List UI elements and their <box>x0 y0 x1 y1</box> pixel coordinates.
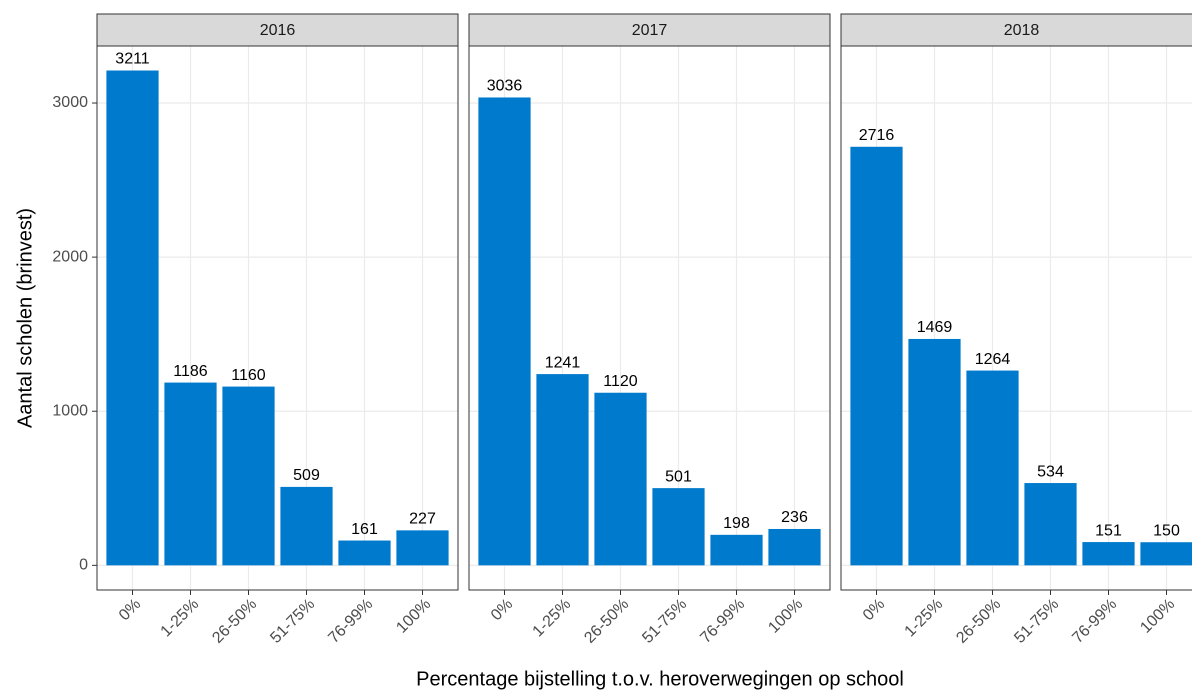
x-tick-label: 51-75% <box>267 596 318 647</box>
bar <box>222 386 275 566</box>
y-tick-label: 2000 <box>52 248 88 265</box>
y-tick-label: 0 <box>79 557 88 574</box>
x-tick-label: 100% <box>765 596 806 637</box>
panel-border <box>468 45 831 591</box>
x-tick-label: 51-75% <box>639 596 690 647</box>
bar <box>710 534 763 566</box>
data-label: 150 <box>1153 522 1180 539</box>
data-label: 1241 <box>545 354 581 371</box>
x-tick-label: 26-50% <box>209 596 260 647</box>
x-tick-label: 76-99% <box>1069 596 1120 647</box>
data-label: 151 <box>1095 522 1122 539</box>
bar <box>1024 483 1077 566</box>
x-tick-label: 100% <box>393 596 434 637</box>
facet-strip <box>468 13 831 47</box>
bar <box>478 97 531 566</box>
bar <box>908 338 961 566</box>
data-label: 509 <box>293 467 320 484</box>
bar <box>536 374 589 566</box>
x-tick-label: 0% <box>488 596 516 624</box>
x-tick-label: 100% <box>1137 596 1178 637</box>
facet-label: 2017 <box>632 22 668 39</box>
facet-strip <box>96 13 459 47</box>
data-label: 236 <box>781 509 808 526</box>
data-label: 1264 <box>975 351 1011 368</box>
bar <box>768 528 821 566</box>
data-label: 1469 <box>917 319 953 336</box>
data-label: 2716 <box>859 127 895 144</box>
data-label: 501 <box>665 468 692 485</box>
panel-border <box>96 45 459 591</box>
facet-label: 2018 <box>1004 22 1040 39</box>
bar <box>338 540 391 566</box>
data-label: 534 <box>1037 463 1064 480</box>
x-axis-title: Percentage bijstelling t.o.v. heroverweg… <box>416 668 904 690</box>
x-tick-label: 0% <box>860 596 888 624</box>
x-tick-label: 1-25% <box>530 596 575 641</box>
data-label: 227 <box>409 511 436 528</box>
bar <box>164 382 217 566</box>
bar <box>594 392 647 566</box>
x-tick-label: 1-25% <box>158 596 203 641</box>
x-tick-label: 0% <box>116 596 144 624</box>
y-tick-label: 1000 <box>52 402 88 419</box>
bar <box>1082 542 1135 566</box>
data-label: 1186 <box>173 363 208 380</box>
bar <box>850 146 903 566</box>
bar <box>966 370 1019 566</box>
data-label: 1120 <box>603 373 638 390</box>
y-axis-title: Aantal scholen (brinvest) <box>14 208 36 428</box>
bar <box>106 70 159 566</box>
x-tick-label: 51-75% <box>1011 596 1062 647</box>
bar <box>280 486 333 566</box>
facet-label: 2016 <box>260 22 296 39</box>
data-label: 3211 <box>115 51 150 68</box>
bar <box>652 488 705 566</box>
bar <box>1140 542 1192 566</box>
x-tick-label: 26-50% <box>581 596 632 647</box>
x-tick-label: 76-99% <box>697 596 748 647</box>
data-label: 161 <box>351 521 378 538</box>
x-tick-label: 76-99% <box>325 596 376 647</box>
data-label: 1160 <box>231 367 266 384</box>
x-tick-label: 26-50% <box>953 596 1004 647</box>
y-tick-label: 3000 <box>52 94 88 111</box>
bar <box>396 530 449 566</box>
data-label: 198 <box>723 515 750 532</box>
panel-border <box>840 45 1192 591</box>
x-tick-label: 1-25% <box>902 596 947 641</box>
data-label: 3036 <box>487 78 523 95</box>
